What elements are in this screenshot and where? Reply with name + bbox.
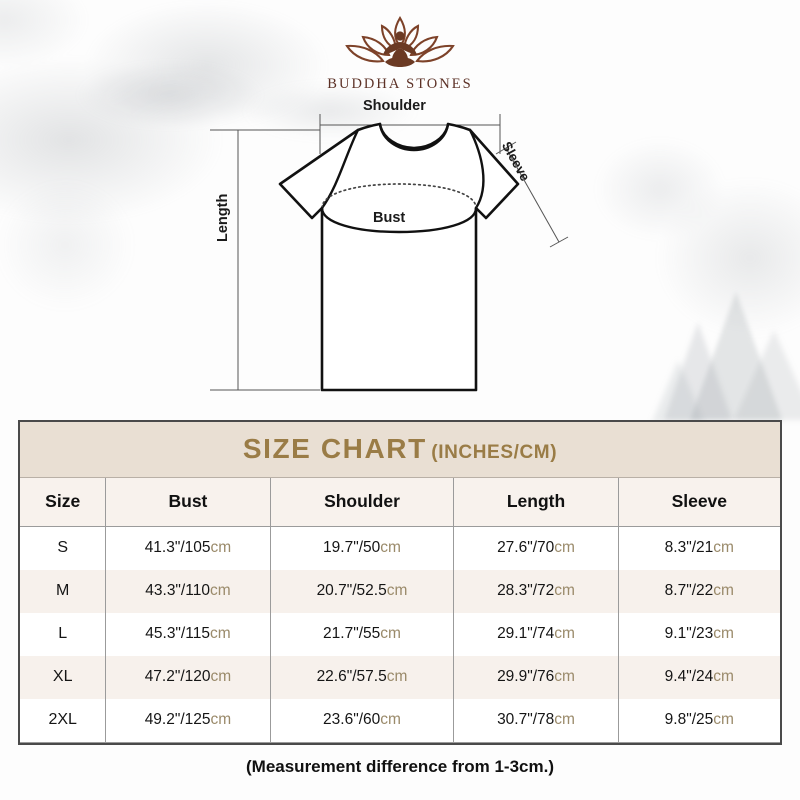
- cell-length: 28.3"/72cm: [453, 570, 619, 613]
- diagram-label-shoulder: Shoulder: [363, 98, 426, 114]
- cell-bust: 45.3"/115cm: [105, 613, 271, 656]
- cell-size: S: [20, 526, 107, 570]
- cell-shoulder: 23.6"/60cm: [270, 699, 455, 743]
- size-chart-table-container: SIZE CHART (INCHES/CM) Size Bust Shoulde…: [18, 420, 782, 745]
- table-row: XL 47.2"/120cm 22.6"/57.5cm 29.9"/76cm 9…: [20, 656, 780, 699]
- cell-shoulder: 19.7"/50cm: [270, 526, 455, 570]
- cell-bust: 49.2"/125cm: [105, 699, 271, 743]
- mountain-peak-right: [690, 292, 782, 420]
- table-row: 2XL 49.2"/125cm 23.6"/60cm 30.7"/78cm 9.…: [20, 699, 780, 743]
- cell-size: L: [20, 613, 107, 656]
- cell-size: M: [20, 570, 107, 613]
- size-chart-title: SIZE CHART: [242, 433, 427, 464]
- cell-shoulder: 22.6"/57.5cm: [270, 656, 455, 699]
- column-header-bust: Bust: [105, 478, 271, 527]
- size-chart-units: (INCHES/CM): [431, 442, 558, 463]
- cell-sleeve: 9.1"/23cm: [618, 613, 780, 656]
- column-header-shoulder: Shoulder: [270, 478, 455, 527]
- brand-logo: BUDDHA STONES: [0, 12, 800, 93]
- cell-sleeve: 9.8"/25cm: [618, 699, 780, 743]
- cell-shoulder: 20.7"/52.5cm: [270, 570, 455, 613]
- column-header-size: Size: [20, 478, 107, 527]
- cell-sleeve: 8.7"/22cm: [618, 570, 780, 613]
- cell-size: XL: [20, 656, 107, 699]
- ink-wash-left-lower: [0, 150, 160, 340]
- cell-bust: 47.2"/120cm: [105, 656, 271, 699]
- cell-sleeve: 9.4"/24cm: [618, 656, 780, 699]
- table-row: L 45.3"/115cm 21.7"/55cm 29.1"/74cm 9.1"…: [20, 613, 780, 656]
- tshirt-diagram: Shoulder Bust Length Sleeve: [200, 92, 590, 422]
- column-header-sleeve: Sleeve: [618, 478, 780, 527]
- cell-length: 29.1"/74cm: [453, 613, 619, 656]
- mountain-peak-far-right: [734, 330, 800, 420]
- cell-bust: 41.3"/105cm: [105, 526, 271, 570]
- diagram-label-bust: Bust: [373, 210, 406, 226]
- cell-length: 27.6"/70cm: [453, 526, 619, 570]
- mountain-peak-small: [652, 360, 704, 422]
- tshirt-outline-icon: [210, 114, 569, 392]
- diagram-label-length: Length: [215, 193, 231, 242]
- table-header-row: Size Bust Shoulder Length Sleeve: [20, 478, 780, 527]
- cell-sleeve: 8.3"/21cm: [618, 526, 780, 570]
- column-header-length: Length: [453, 478, 619, 527]
- brand-name: BUDDHA STONES: [327, 76, 473, 92]
- size-chart-title-banner: SIZE CHART (INCHES/CM): [20, 422, 780, 478]
- cell-bust: 43.3"/110cm: [105, 570, 271, 613]
- cell-length: 30.7"/78cm: [453, 699, 619, 743]
- size-chart-table: Size Bust Shoulder Length Sleeve S 41.3"…: [20, 478, 780, 743]
- cell-shoulder: 21.7"/55cm: [270, 613, 455, 656]
- lotus-meditation-icon: [345, 15, 455, 67]
- mountain-peak-mid: [664, 322, 732, 420]
- table-row: S 41.3"/105cm 19.7"/50cm 27.6"/70cm 8.3"…: [20, 526, 780, 570]
- cell-length: 29.9"/76cm: [453, 656, 619, 699]
- measurement-note: (Measurement difference from 1-3cm.): [246, 757, 554, 776]
- cell-size: 2XL: [20, 699, 107, 743]
- table-row: M 43.3"/110cm 20.7"/52.5cm 28.3"/72cm 8.…: [20, 570, 780, 613]
